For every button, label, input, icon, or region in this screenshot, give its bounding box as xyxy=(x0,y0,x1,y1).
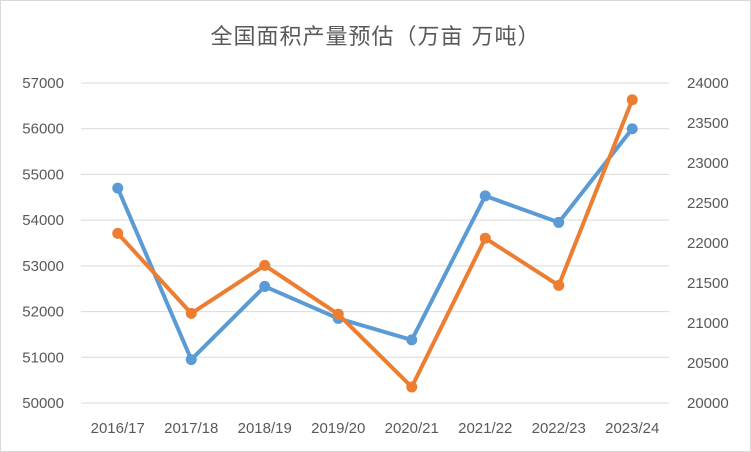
data-point xyxy=(112,227,124,239)
left-tick-label: 50000 xyxy=(22,395,64,412)
data-point xyxy=(626,123,638,135)
data-point xyxy=(479,232,491,244)
grid-layer xyxy=(81,82,669,404)
x-tick-label: 2017/18 xyxy=(164,420,218,437)
right-tick-label: 20000 xyxy=(687,395,729,412)
data-point xyxy=(332,308,344,320)
series-1 xyxy=(112,123,638,366)
left-tick-label: 54000 xyxy=(22,212,64,229)
data-point xyxy=(112,182,124,194)
series-layer xyxy=(112,94,638,393)
right-tick-label: 21500 xyxy=(687,275,729,292)
data-point xyxy=(553,216,565,228)
chart-title: 全国面积产量预估（万亩 万吨） xyxy=(210,25,541,50)
left-axis-ticks: 50000 51000 52000 53000 54000 55000 56000 57000 xyxy=(22,75,64,412)
right-axis-ticks: 20000 20500 21000 21500 22000 22500 23000 23500… xyxy=(687,75,729,412)
right-tick-label: 20500 xyxy=(687,355,729,372)
series-2 xyxy=(112,94,638,393)
data-point xyxy=(553,279,565,291)
data-point xyxy=(406,381,418,393)
x-tick-label: 2020/21 xyxy=(385,420,439,437)
x-tick-label: 2016/17 xyxy=(91,420,145,437)
right-tick-label: 23500 xyxy=(687,115,729,132)
x-tick-label: 2018/19 xyxy=(238,420,292,437)
left-tick-label: 52000 xyxy=(22,304,64,321)
data-point xyxy=(259,259,271,271)
left-tick-label: 56000 xyxy=(22,121,64,138)
left-tick-label: 53000 xyxy=(22,258,64,275)
x-tick-label: 2022/23 xyxy=(532,420,586,437)
left-tick-label: 55000 xyxy=(22,166,64,183)
x-tick-label: 2019/20 xyxy=(311,420,365,437)
data-point xyxy=(479,190,491,202)
data-point xyxy=(185,354,197,366)
data-point xyxy=(626,94,638,106)
right-tick-label: 22000 xyxy=(687,235,729,252)
right-tick-label: 22500 xyxy=(687,195,729,212)
right-tick-label: 24000 xyxy=(687,75,729,92)
data-point xyxy=(259,280,271,292)
x-tick-label: 2023/24 xyxy=(605,420,659,437)
x-tick-label: 2021/22 xyxy=(458,420,512,437)
right-tick-label: 23000 xyxy=(687,155,729,172)
series-line xyxy=(115,126,635,362)
data-point xyxy=(185,307,197,319)
right-tick-label: 21000 xyxy=(687,315,729,332)
left-tick-label: 51000 xyxy=(22,349,64,366)
series-line xyxy=(115,97,635,389)
x-axis-ticks: 2016/17 2017/18 2018/19 2019/20 2020/21 2021/… xyxy=(91,420,660,437)
data-point xyxy=(406,334,418,346)
left-tick-label: 57000 xyxy=(22,75,64,92)
